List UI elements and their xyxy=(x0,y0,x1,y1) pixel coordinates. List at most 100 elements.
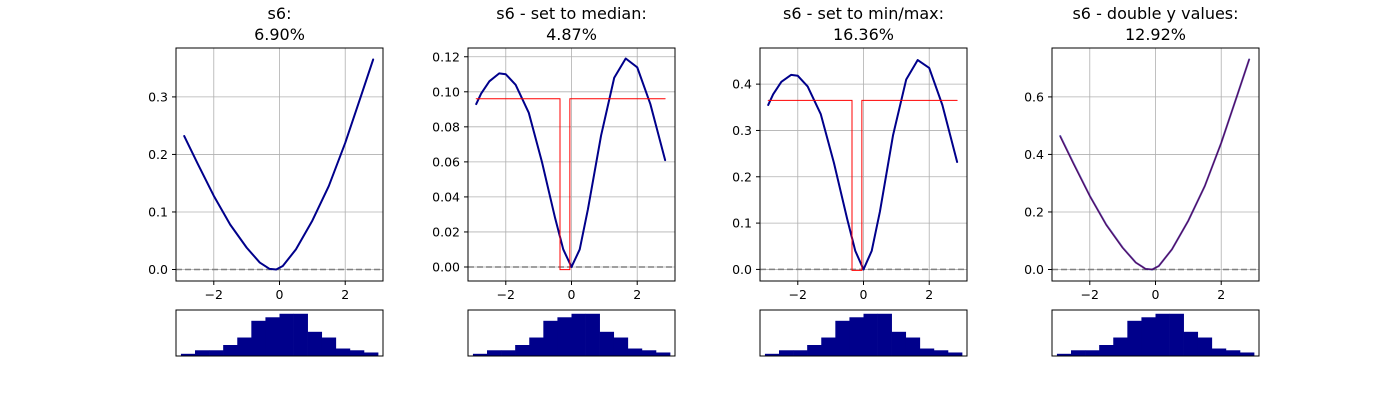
histogram-bar xyxy=(501,350,516,356)
y-tick-label: 0.06 xyxy=(432,154,460,169)
y-tick-label: 0.3 xyxy=(732,123,752,138)
histogram-bar xyxy=(1197,337,1213,356)
histogram-1 xyxy=(175,309,384,357)
histogram-bar xyxy=(293,313,308,356)
histogram-bar xyxy=(764,353,780,356)
histogram-frame xyxy=(467,309,676,357)
histogram-bar xyxy=(529,337,544,356)
curve-line-1 xyxy=(475,57,667,268)
histogram-bar xyxy=(251,320,266,356)
curve-line-2 xyxy=(1059,58,1251,271)
histogram-bar xyxy=(237,337,252,356)
histogram-bar xyxy=(1141,317,1156,356)
y-tick-label: 0.4 xyxy=(732,77,752,92)
subplot-3: s6 - set to min/max: 16.36% −2 0 2 0.0 0.1 0.2 0… xyxy=(732,4,968,357)
y-tick-label: 0.08 xyxy=(432,119,460,134)
chart-title-line1: s6 - set to min/max: xyxy=(783,4,944,23)
histogram-bar xyxy=(1056,353,1072,356)
histogram-bar xyxy=(321,337,337,356)
histogram-bar xyxy=(905,337,921,356)
histogram-bar xyxy=(849,317,864,356)
x-tick-label: −2 xyxy=(497,287,515,302)
chart-title-line2: 6.90% xyxy=(254,25,305,44)
histogram-bar xyxy=(933,350,949,356)
y-tick-label: 0.2 xyxy=(732,169,752,184)
chart-title-line2: 16.36% xyxy=(833,25,894,44)
x-tick-label: 0 xyxy=(276,287,284,302)
histogram-bar xyxy=(472,353,488,356)
histogram-bar xyxy=(585,313,600,356)
x-tick-label: 2 xyxy=(633,287,641,302)
x-tick-label: 0 xyxy=(1152,287,1160,302)
x-tick-label: −2 xyxy=(1081,287,1099,302)
subplot-2: s6 - set to median: 4.87% −2 0 2 0.00 0.02 0.04… xyxy=(432,4,676,357)
x-tick-label: 2 xyxy=(341,287,349,302)
curve-line-1 xyxy=(767,59,959,271)
histogram-bar xyxy=(1071,350,1086,356)
x-tick-label: 2 xyxy=(1217,287,1225,302)
histogram-bar xyxy=(1085,350,1100,356)
histogram-bar xyxy=(1183,331,1199,356)
y-tick-label: 0.1 xyxy=(148,204,168,219)
histogram-4 xyxy=(1051,309,1260,357)
histogram-bar xyxy=(363,352,379,356)
y-tick-label: 0.10 xyxy=(432,84,460,99)
histogram-bar xyxy=(1155,313,1170,356)
histogram-bar xyxy=(655,352,671,356)
histogram-bar xyxy=(793,350,808,356)
y-tick-label: 0.0 xyxy=(1024,262,1044,277)
histogram-bar xyxy=(891,331,907,356)
histogram-bar xyxy=(947,352,963,356)
histogram-bar xyxy=(877,313,892,356)
histogram-bar xyxy=(487,350,502,356)
histogram-bar xyxy=(641,350,657,356)
chart-title-line2: 4.87% xyxy=(546,25,597,44)
y-tick-label: 0.0 xyxy=(148,262,168,277)
y-tick-label: 0.2 xyxy=(148,147,168,162)
x-tick-label: 0 xyxy=(860,287,868,302)
y-tick-label: 0.12 xyxy=(432,49,460,64)
step-line-2 xyxy=(475,98,666,271)
chart-title-line1: s6 - double y values: xyxy=(1072,4,1238,23)
y-tick-label: 0.0 xyxy=(732,262,752,277)
histogram-bar xyxy=(613,337,629,356)
histogram-bar xyxy=(1113,337,1128,356)
histogram-frame xyxy=(175,309,384,357)
curve-line-1 xyxy=(183,58,375,271)
histogram-bar xyxy=(335,348,351,356)
y-tick-label: 0.04 xyxy=(432,189,460,204)
histogram-bar xyxy=(279,313,294,356)
histogram-bar xyxy=(265,317,280,356)
y-tick-label: 0.3 xyxy=(148,89,168,104)
histogram-bar xyxy=(1225,350,1241,356)
histogram-bar xyxy=(1169,313,1184,356)
histogram-bar xyxy=(543,320,558,356)
y-tick-label: 0.6 xyxy=(1024,89,1044,104)
histogram-bar xyxy=(209,350,224,356)
x-tick-label: 0 xyxy=(568,287,576,302)
histogram-2 xyxy=(467,309,676,357)
chart-title-line1: s6 - set to median: xyxy=(496,4,647,23)
histogram-bar xyxy=(807,345,822,356)
histogram-bar xyxy=(349,350,365,356)
chart-title-line1: s6: xyxy=(268,4,292,23)
histogram-frame xyxy=(1051,309,1260,357)
histogram-bar xyxy=(627,348,643,356)
histogram-3 xyxy=(759,309,968,357)
histogram-bar xyxy=(571,313,586,356)
subplot-4: s6 - double y values: 12.92% −2 0 2 0.0 0.2 0.4… xyxy=(1024,4,1260,357)
y-tick-label: 0.1 xyxy=(732,216,752,231)
x-tick-label: −2 xyxy=(789,287,807,302)
histogram-bar xyxy=(1211,348,1227,356)
histogram-bar xyxy=(821,337,836,356)
chart-title-line2: 12.92% xyxy=(1125,25,1186,44)
histogram-bar xyxy=(835,320,850,356)
y-tick-label: 0.02 xyxy=(432,224,460,239)
y-tick-label: 0.00 xyxy=(432,259,460,274)
histogram-bar xyxy=(1239,352,1255,356)
curve-line-1 xyxy=(1059,59,1250,270)
histogram-bar xyxy=(919,348,935,356)
step-line-2 xyxy=(767,99,958,271)
histogram-bar xyxy=(515,345,530,356)
